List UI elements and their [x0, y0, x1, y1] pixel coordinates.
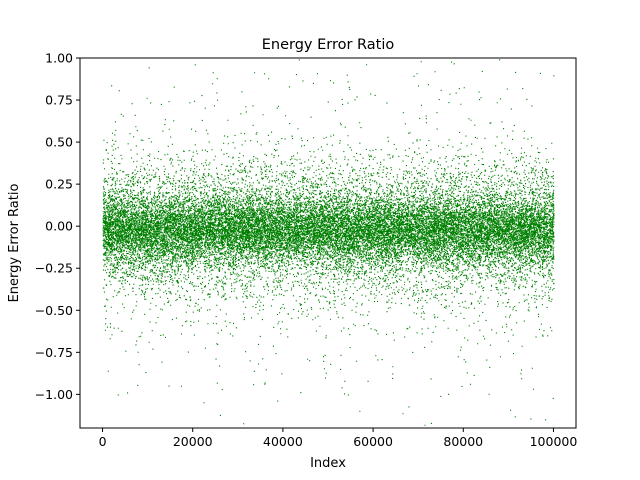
y-tick-label: 0.00 [45, 219, 73, 234]
plot-frame [79, 57, 577, 429]
x-axis-ticks: 0 20000 40000 60000 80000 100000 [99, 428, 578, 449]
scatter-points [102, 59, 555, 426]
y-tick-label: −0.75 [35, 345, 73, 360]
chart-title: Energy Error Ratio [262, 37, 395, 53]
x-axis-label: Index [310, 456, 346, 471]
y-axis-ticks: −1.00 −0.75 −0.50 −0.25 0.00 0.25 0.50 0.75 1.00 [35, 51, 80, 402]
axes-frame [79, 57, 577, 429]
y-tick-label: −0.25 [35, 261, 73, 276]
x-tick-label: 40000 [263, 434, 303, 449]
x-tick-label: 100000 [530, 434, 578, 449]
x-tick-label: 0 [99, 434, 107, 449]
y-tick-label: 1.00 [45, 51, 73, 66]
y-tick-label: −1.00 [35, 387, 73, 402]
y-tick-label: 0.25 [45, 177, 73, 192]
x-tick-label: 20000 [173, 434, 213, 449]
scatter-point-cloud [102, 59, 555, 426]
y-tick-label: 0.50 [45, 135, 73, 150]
x-tick-label: 80000 [443, 434, 483, 449]
y-axis-label: Energy Error Ratio [7, 184, 22, 303]
y-tick-label: −0.50 [35, 303, 73, 318]
y-tick-label: 0.75 [45, 93, 73, 108]
x-tick-label: 60000 [353, 434, 393, 449]
